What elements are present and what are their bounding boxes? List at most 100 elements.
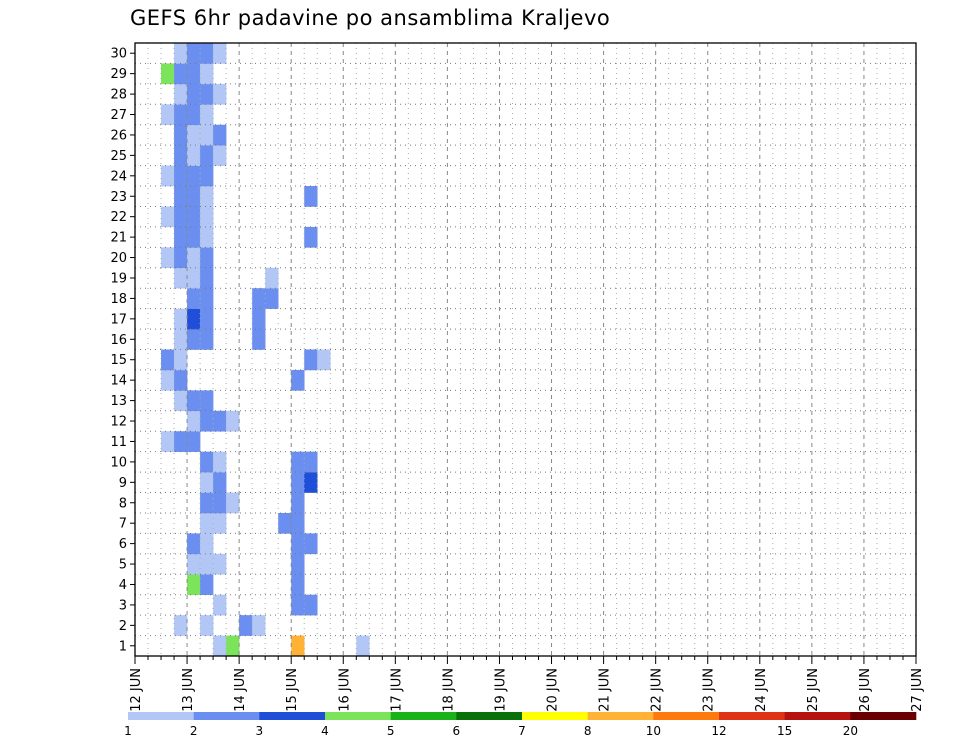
x-tick-label: 25 JUN xyxy=(806,668,821,712)
legend-swatch xyxy=(390,712,457,720)
precip-cell xyxy=(187,431,201,452)
x-tick-label: 12 JUN xyxy=(129,668,144,712)
y-tick-label: 23 xyxy=(110,190,127,205)
precip-cell xyxy=(187,574,201,595)
precip-cell xyxy=(200,186,214,207)
precip-cell xyxy=(291,451,305,473)
precip-cell xyxy=(174,124,188,146)
precip-cell xyxy=(200,472,214,493)
precip-cell xyxy=(187,83,201,105)
precip-cell xyxy=(252,329,266,350)
precip-cell xyxy=(200,43,214,64)
precip-cell xyxy=(200,83,214,105)
legend-swatch xyxy=(128,712,194,720)
y-tick-label: 11 xyxy=(110,435,127,450)
legend-swatch xyxy=(587,712,654,720)
precip-cell xyxy=(252,615,266,636)
precip-cell xyxy=(161,431,175,452)
x-tick-label: 22 JUN xyxy=(650,668,665,712)
precip-cell xyxy=(304,451,318,473)
precip-cell xyxy=(291,512,305,534)
legend-swatch xyxy=(784,712,851,720)
precip-cell xyxy=(200,492,214,514)
precip-cell xyxy=(304,349,318,371)
precip-cell xyxy=(226,492,240,514)
precip-cell xyxy=(226,410,240,432)
x-tick-label: 19 JUN xyxy=(493,668,508,712)
x-tick-label: 13 JUN xyxy=(181,668,196,712)
y-tick-label: 26 xyxy=(110,128,127,143)
precip-cell xyxy=(291,492,305,514)
precip-cell xyxy=(200,533,214,555)
legend-label: 1 xyxy=(124,724,132,738)
precip-cell xyxy=(174,145,188,166)
precip-cell xyxy=(187,329,201,350)
precip-cell xyxy=(213,451,227,473)
precip-cell xyxy=(187,247,201,269)
precip-cell xyxy=(200,63,214,85)
legend-label: 3 xyxy=(256,724,264,738)
precip-cell xyxy=(200,329,214,350)
legend-label: 8 xyxy=(584,724,592,738)
precip-cell xyxy=(187,553,201,575)
y-tick-label: 6 xyxy=(119,537,127,552)
legend-swatch xyxy=(850,712,917,720)
legend-label: 15 xyxy=(777,724,792,738)
precip-cell xyxy=(174,63,188,85)
precip-cell xyxy=(226,635,240,657)
legend-swatch xyxy=(522,712,588,720)
precip-cell xyxy=(174,308,188,330)
precip-cell xyxy=(291,553,305,575)
x-tick-label: 15 JUN xyxy=(285,668,300,712)
precip-cell xyxy=(200,124,214,146)
precip-cell xyxy=(187,410,201,432)
x-tick-label: 20 JUN xyxy=(546,668,561,712)
y-tick-label: 5 xyxy=(119,558,127,573)
precip-cell xyxy=(187,63,201,85)
precip-cell xyxy=(187,308,201,330)
x-tick-label: 27 JUN xyxy=(910,668,925,712)
precip-cell xyxy=(174,267,188,289)
x-tick-label: 16 JUN xyxy=(337,668,352,712)
precip-cell xyxy=(187,533,201,555)
precip-cell xyxy=(200,574,214,595)
x-tick-label: 17 JUN xyxy=(389,668,404,712)
legend-label: 12 xyxy=(711,724,726,738)
precip-cell xyxy=(187,206,201,228)
precip-cell xyxy=(187,267,201,289)
y-tick-label: 1 xyxy=(119,639,127,654)
precip-cell xyxy=(161,165,175,187)
precip-cell xyxy=(200,308,214,330)
legend-swatch xyxy=(193,712,260,720)
x-tick-label: 18 JUN xyxy=(441,668,456,712)
precip-cell xyxy=(213,594,227,616)
x-tick-label: 26 JUN xyxy=(858,668,873,712)
precip-cell xyxy=(200,104,214,126)
precip-cell xyxy=(213,83,227,105)
precip-cell xyxy=(213,553,227,575)
x-tick-label: 14 JUN xyxy=(233,668,248,712)
y-tick-label: 24 xyxy=(110,169,127,184)
precip-cell xyxy=(174,206,188,228)
precip-cell xyxy=(187,43,201,64)
precip-cell xyxy=(200,410,214,432)
precip-cell xyxy=(304,186,318,207)
precip-cell xyxy=(200,165,214,187)
precip-cell xyxy=(187,104,201,126)
precip-cell xyxy=(174,83,188,105)
precip-cell xyxy=(291,369,305,391)
precip-cell xyxy=(174,431,188,452)
precip-cell xyxy=(213,43,227,64)
y-tick-label: 10 xyxy=(110,455,127,470)
y-tick-label: 14 xyxy=(110,374,127,389)
precip-cell xyxy=(161,63,175,85)
precip-cell xyxy=(291,472,305,493)
legend-label: 20 xyxy=(843,724,858,738)
precip-cell xyxy=(187,124,201,146)
precip-cell xyxy=(187,165,201,187)
y-tick-label: 2 xyxy=(119,619,127,634)
y-tick-label: 15 xyxy=(110,353,127,368)
precip-cell xyxy=(213,492,227,514)
legend-swatch xyxy=(653,712,720,720)
